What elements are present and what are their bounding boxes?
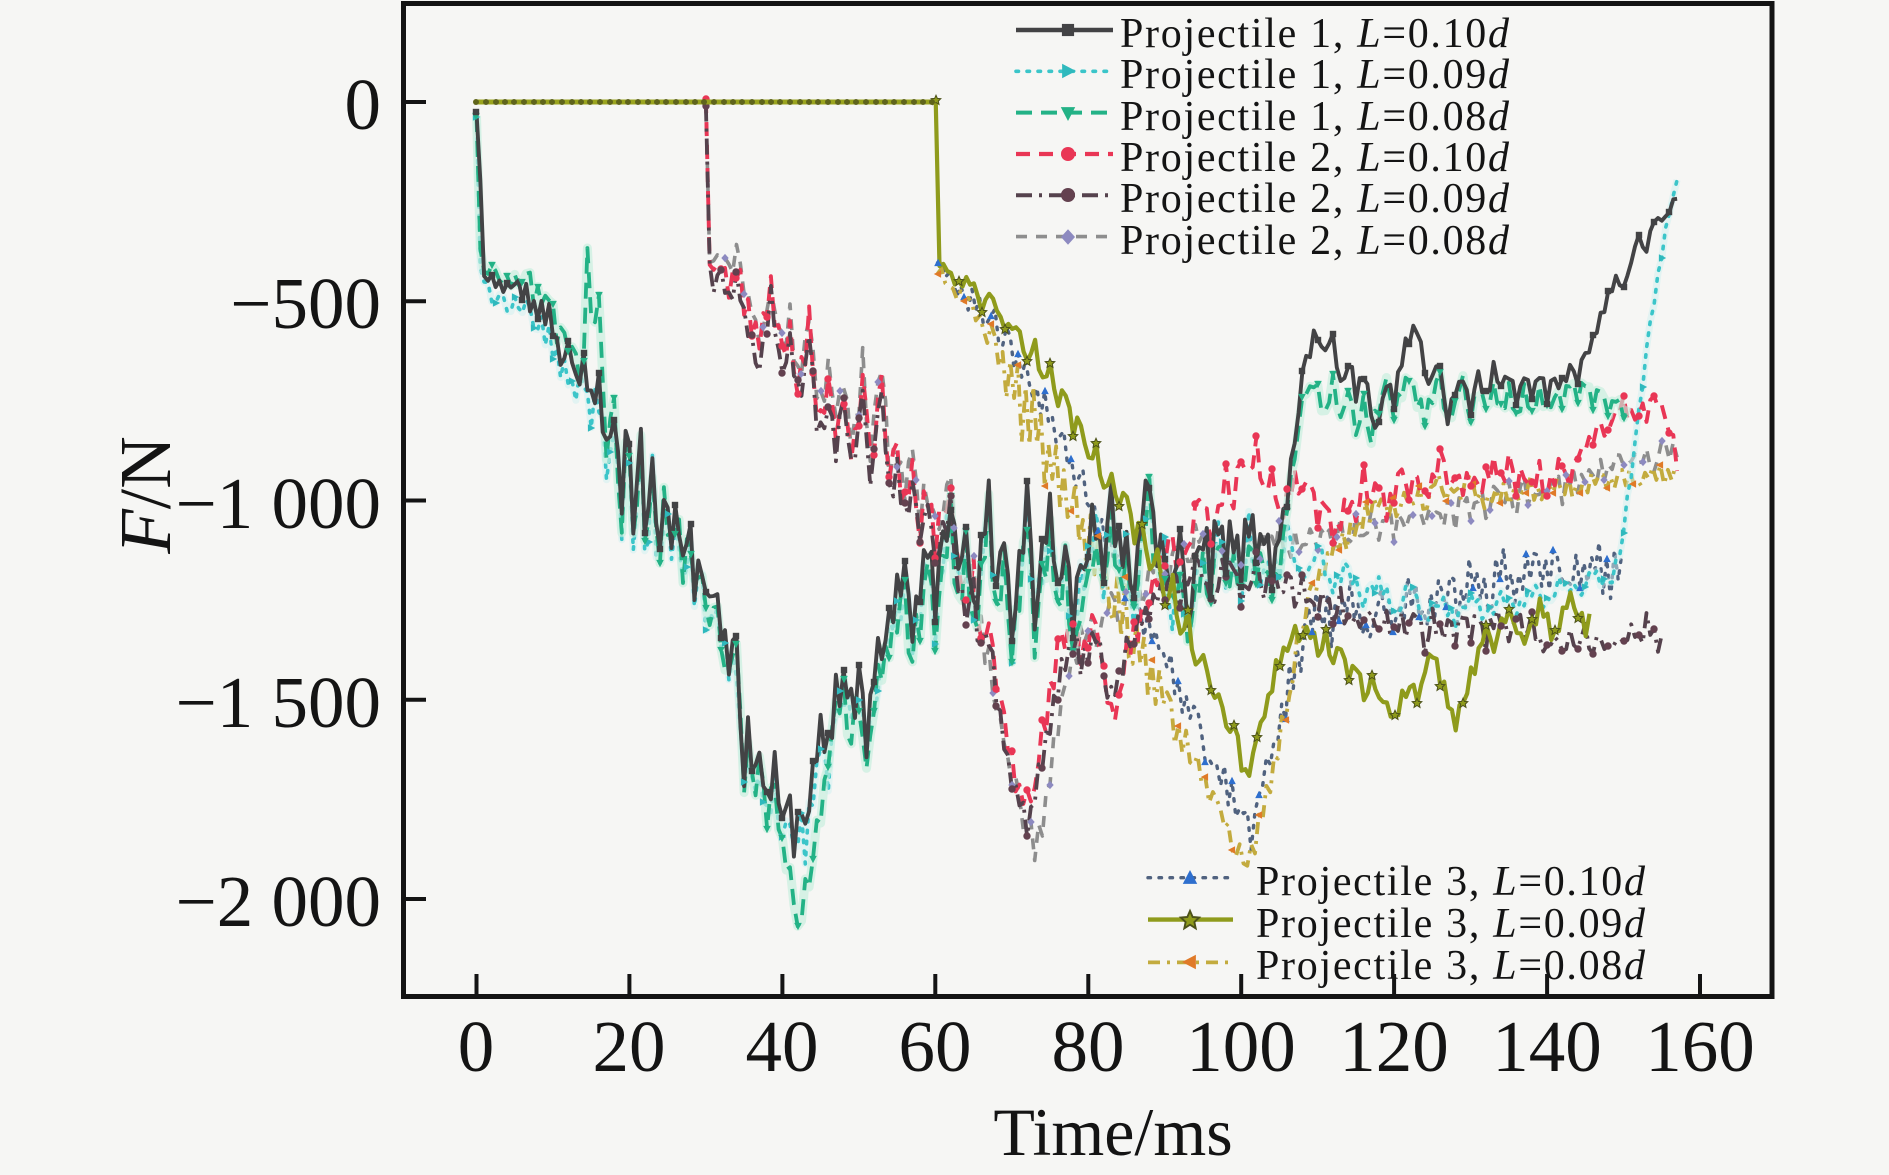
svg-text:−500: −500: [230, 263, 381, 344]
svg-text:F/N: F/N: [105, 436, 186, 555]
svg-text:100: 100: [1186, 1006, 1296, 1087]
svg-text:80: 80: [1052, 1006, 1125, 1087]
svg-text:−2 000: −2 000: [176, 861, 381, 942]
svg-text:Projectile 3, L=0.08d: Projectile 3, L=0.08d: [1256, 943, 1647, 989]
svg-text:Projectile 2, L=0.10d: Projectile 2, L=0.10d: [1120, 135, 1511, 181]
svg-text:Projectile 3, L=0.10d: Projectile 3, L=0.10d: [1256, 859, 1647, 905]
svg-text:0: 0: [458, 1006, 495, 1087]
svg-text:Projectile 1, L=0.08d: Projectile 1, L=0.08d: [1120, 94, 1511, 140]
svg-text:160: 160: [1645, 1006, 1755, 1087]
svg-text:−1 500: −1 500: [176, 662, 381, 743]
svg-text:140: 140: [1492, 1006, 1602, 1087]
svg-text:Time/ms: Time/ms: [993, 1094, 1232, 1170]
svg-text:120: 120: [1339, 1006, 1449, 1087]
svg-text:Projectile 2, L=0.08d: Projectile 2, L=0.08d: [1120, 218, 1511, 264]
svg-text:60: 60: [899, 1006, 972, 1087]
svg-text:40: 40: [746, 1006, 819, 1087]
svg-text:Projectile 2, L=0.09d: Projectile 2, L=0.09d: [1120, 176, 1511, 222]
svg-text:Projectile 1, L=0.10d: Projectile 1, L=0.10d: [1120, 11, 1511, 57]
svg-text:Projectile 1, L=0.09d: Projectile 1, L=0.09d: [1120, 52, 1511, 98]
svg-text:20: 20: [593, 1006, 666, 1087]
svg-text:Projectile 3, L=0.09d: Projectile 3, L=0.09d: [1256, 901, 1647, 947]
svg-text:0: 0: [345, 64, 382, 145]
svg-text:−1 000: −1 000: [176, 463, 381, 544]
